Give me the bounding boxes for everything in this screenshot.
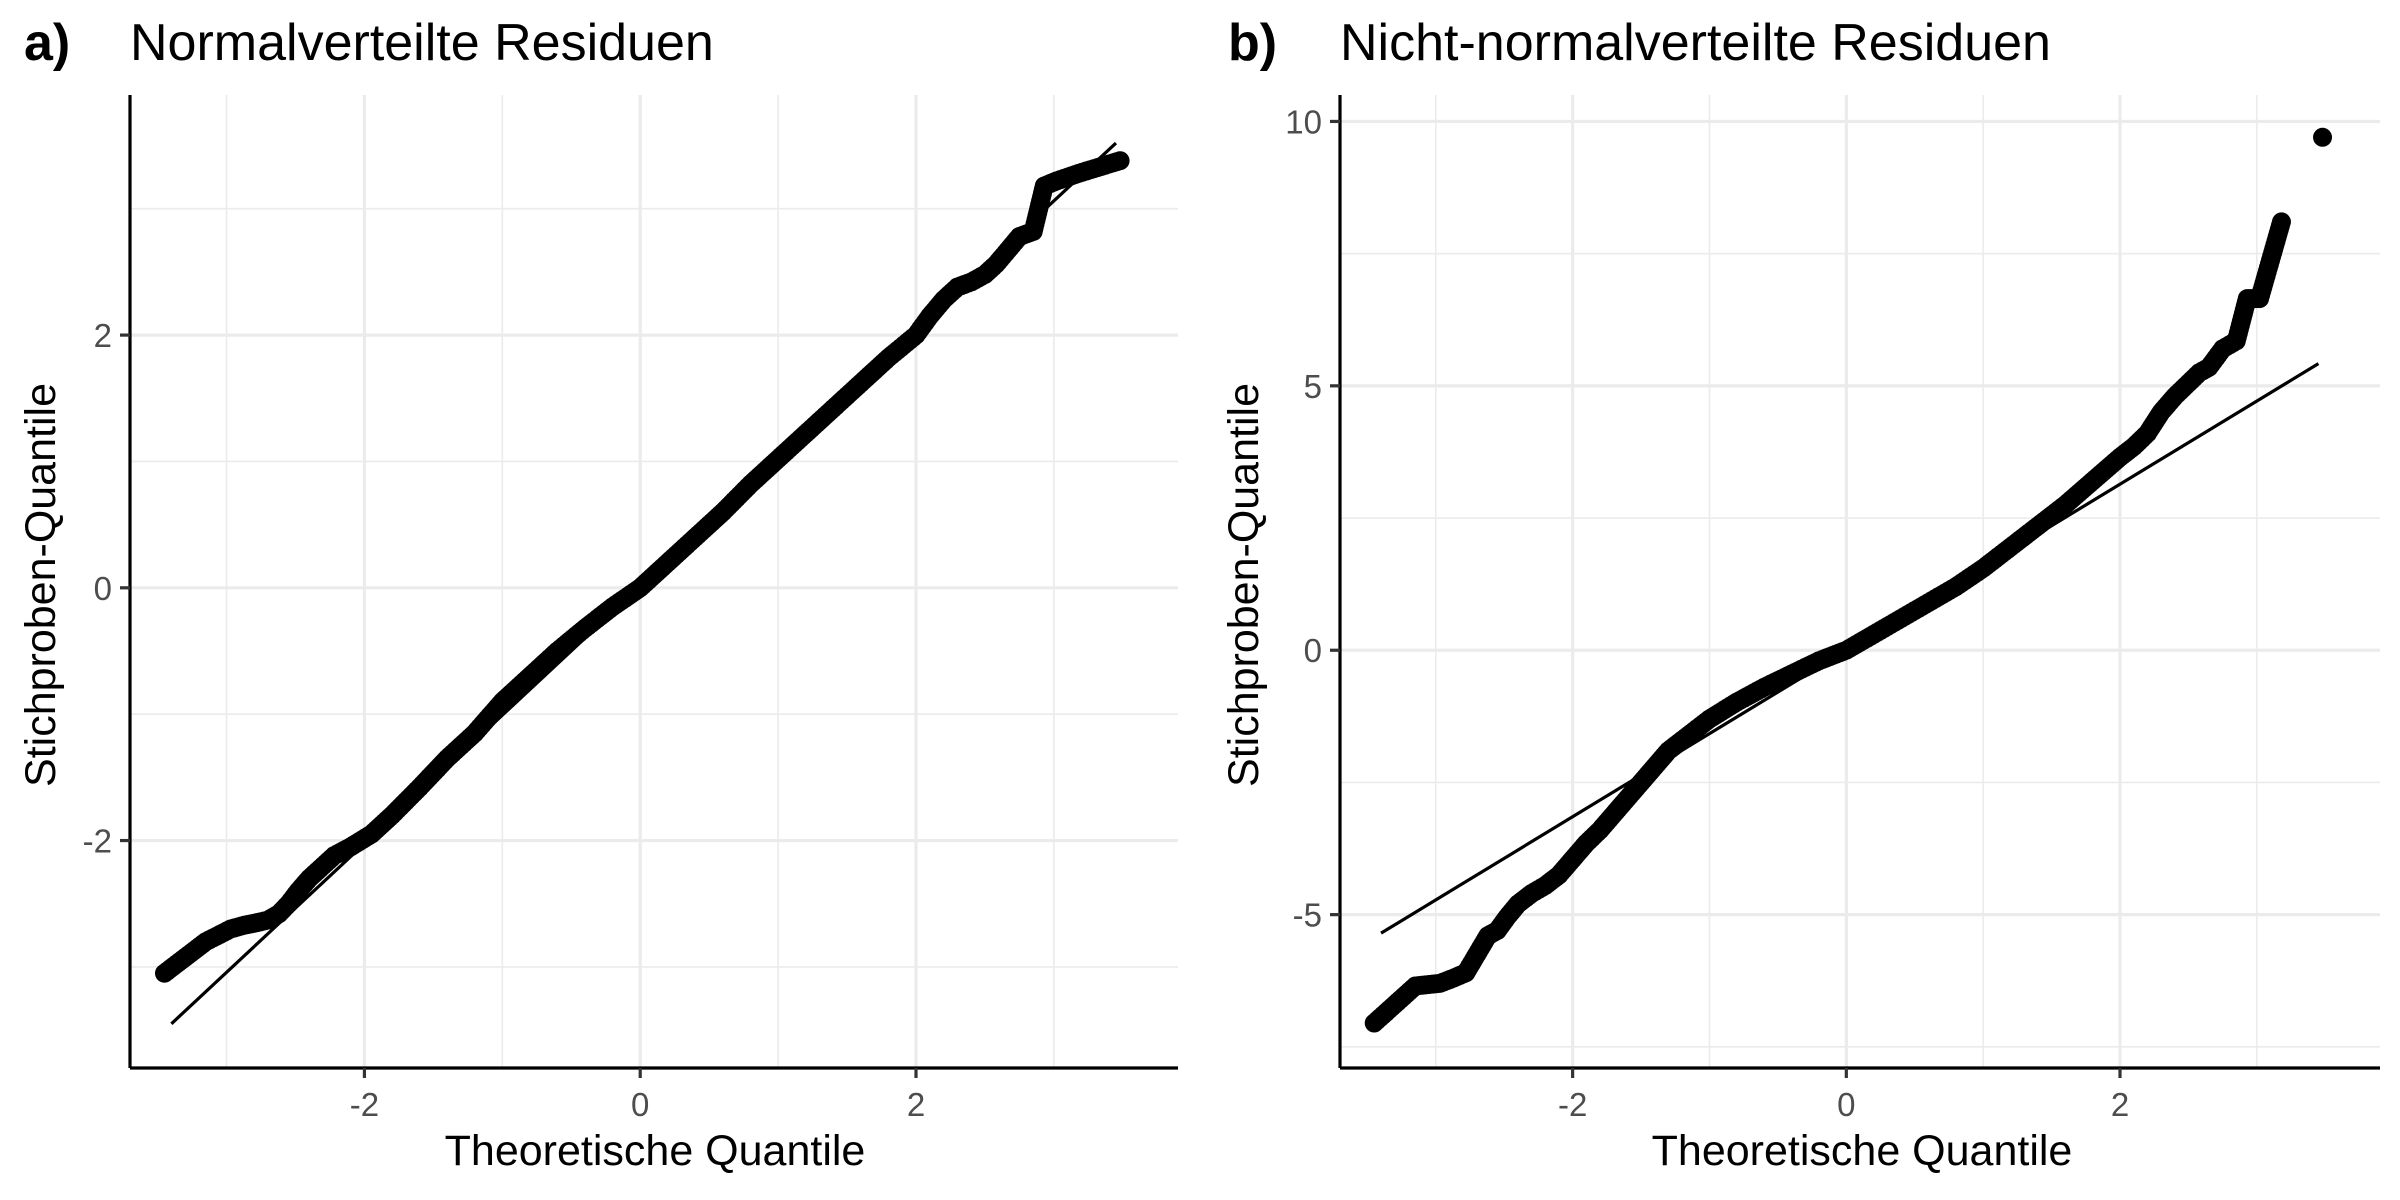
panel-b-y-tick-label: -5	[1293, 897, 1322, 934]
panel-b-sample-point	[2313, 127, 2333, 147]
panel-b-y-axis-title: Stichproben-Quantile	[1220, 383, 1268, 787]
panel-b-y-tick-label: 0	[1304, 632, 1322, 669]
panel-a-tag: a)	[24, 14, 70, 72]
panel-b-x-tick-label: -2	[1558, 1086, 1587, 1123]
panel-a-x-axis-title: Theoretische Quantile	[445, 1127, 866, 1175]
panel-a-x-tick-label: 2	[907, 1086, 925, 1123]
panel-b-tag: b)	[1228, 14, 1277, 72]
panel-a-x-tick-label: -2	[350, 1086, 379, 1123]
panel-a-y-axis-title: Stichproben-Quantile	[17, 383, 65, 787]
panel-b-y-tick-label: 10	[1285, 103, 1322, 140]
panel-b-sample-point	[2271, 212, 2291, 232]
panel-b-x-axis-title: Theoretische Quantile	[1652, 1127, 2073, 1175]
panel-a-y-tick-label: 2	[94, 317, 112, 354]
panel-b-points	[1364, 127, 2333, 1033]
panel-b-y-tick-label: 5	[1304, 368, 1322, 405]
panel-a-sample-point	[1110, 151, 1130, 171]
panel-b-x-tick-label: 2	[2111, 1086, 2129, 1123]
panel-a-normal-residuals: a) Normalverteilte Residuen -2 0 2 -2 0 2 The…	[17, 14, 1178, 1175]
panel-a-x-tick-label: 0	[631, 1086, 649, 1123]
panel-b-non-normal-residuals: b) Nicht-normalverteilte Residuen -2 0 2 -5…	[1220, 14, 2380, 1175]
panel-b-title: Nicht-normalverteilte Residuen	[1340, 14, 2051, 72]
panel-a-axes: -2 0 2 -2 0 2	[83, 95, 1178, 1123]
panel-a-y-tick-label: -2	[83, 823, 112, 860]
panel-a-points	[154, 151, 1130, 983]
panel-b-axes: -2 0 2 -5 0 5 10	[1285, 95, 2380, 1123]
panel-a-y-tick-label: 0	[94, 570, 112, 607]
panel-a-title: Normalverteilte Residuen	[130, 14, 714, 72]
panel-b-x-tick-label: 0	[1837, 1086, 1855, 1123]
